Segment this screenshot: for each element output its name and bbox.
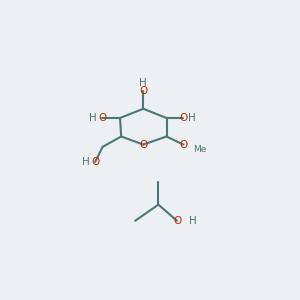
Text: H: H [140, 78, 147, 88]
Text: H: H [89, 113, 97, 123]
Text: O: O [179, 140, 188, 150]
Text: H: H [189, 216, 197, 226]
Text: H: H [188, 113, 196, 123]
Text: H: H [82, 157, 90, 167]
Text: O: O [139, 140, 147, 150]
Text: O: O [179, 113, 188, 123]
Text: O: O [98, 113, 106, 123]
Text: O: O [173, 216, 181, 226]
Text: Me: Me [193, 145, 207, 154]
Text: O: O [91, 157, 99, 167]
Text: O: O [139, 86, 147, 96]
